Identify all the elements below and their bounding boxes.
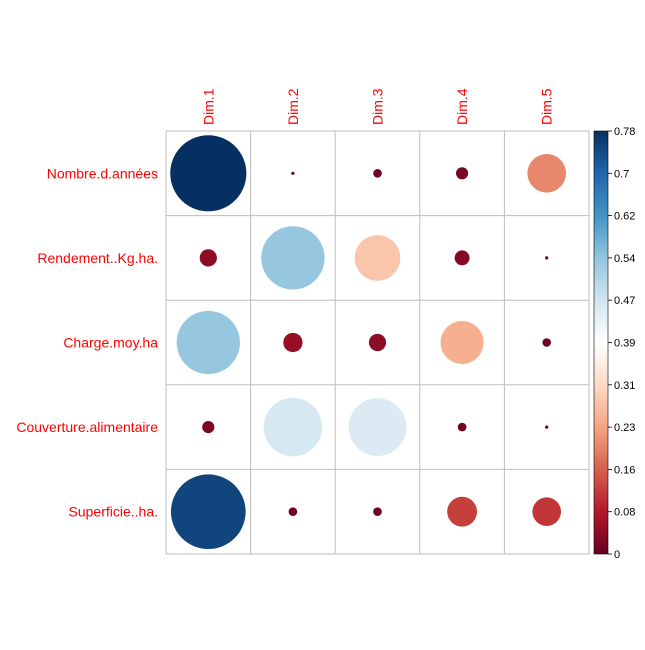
column-label-4: Dim.4 <box>454 88 470 125</box>
corr-circle-r3-c3 <box>368 333 387 352</box>
corr-circle-r2-c3 <box>354 235 401 281</box>
corr-circle-r5-c5 <box>532 497 561 526</box>
corr-circle-r5-c3 <box>373 507 382 517</box>
colorbar-tick-label: 0 <box>614 549 620 561</box>
corr-circle-r4-c2 <box>263 397 323 457</box>
corr-circle-r1-c4 <box>456 167 469 180</box>
colorbar-tick-label: 0.47 <box>614 295 635 307</box>
corr-circle-r2-c5 <box>545 256 549 260</box>
row-label-3: Charge.moy.ha <box>63 335 158 351</box>
corr-circle-r2-c4 <box>454 250 470 266</box>
corr-circle-r4-c4 <box>457 422 467 432</box>
corr-circle-r5-c4 <box>447 496 478 527</box>
corr-circle-r4-c5 <box>545 425 549 429</box>
colorbar-tick-label: 0.39 <box>614 338 635 350</box>
corr-circle-r3-c4 <box>440 320 484 365</box>
column-label-2: Dim.2 <box>285 88 301 125</box>
row-label-2: Rendement..Kg.ha. <box>37 250 158 266</box>
corr-circle-r4-c3 <box>348 398 407 457</box>
column-label-5: Dim.5 <box>539 88 555 125</box>
colorbar <box>593 130 609 555</box>
colorbar-tick-label: 0.54 <box>614 253 635 265</box>
corr-circle-r2-c1 <box>199 249 217 267</box>
corr-circle-r3-c2 <box>283 332 303 353</box>
corr-circle-r1-c5 <box>527 154 566 193</box>
column-label-3: Dim.3 <box>370 88 386 125</box>
colorbar-tick-label: 0.23 <box>614 422 635 434</box>
row-label-4: Couverture.alimentaire <box>16 419 158 435</box>
column-label-1: Dim.1 <box>200 88 216 125</box>
corr-circle-r2-c2 <box>261 226 325 290</box>
colorbar-tick-label: 0.16 <box>614 464 635 476</box>
corr-circle-r1-c1 <box>170 135 247 212</box>
corr-circle-r5-c1 <box>170 474 246 550</box>
colorbar-tick-label: 0.08 <box>614 507 635 519</box>
corr-circle-r1-c2 <box>291 171 295 175</box>
corr-circle-r4-c1 <box>202 421 215 434</box>
colorbar-tick-label: 0.62 <box>614 211 635 223</box>
row-label-5: Superficie..ha. <box>69 504 159 520</box>
colorbar-tick-label: 0.31 <box>614 380 635 392</box>
colorbar-tick-label: 0.7 <box>614 168 629 180</box>
corr-circle-r5-c2 <box>288 507 298 517</box>
row-label-1: Nombre.d.années <box>47 165 158 181</box>
colorbar-tick-label: 0.78 <box>614 126 635 138</box>
corr-circle-r3-c1 <box>176 310 240 375</box>
corr-circle-r3-c5 <box>542 338 552 347</box>
corr-circle-r1-c3 <box>373 168 382 178</box>
